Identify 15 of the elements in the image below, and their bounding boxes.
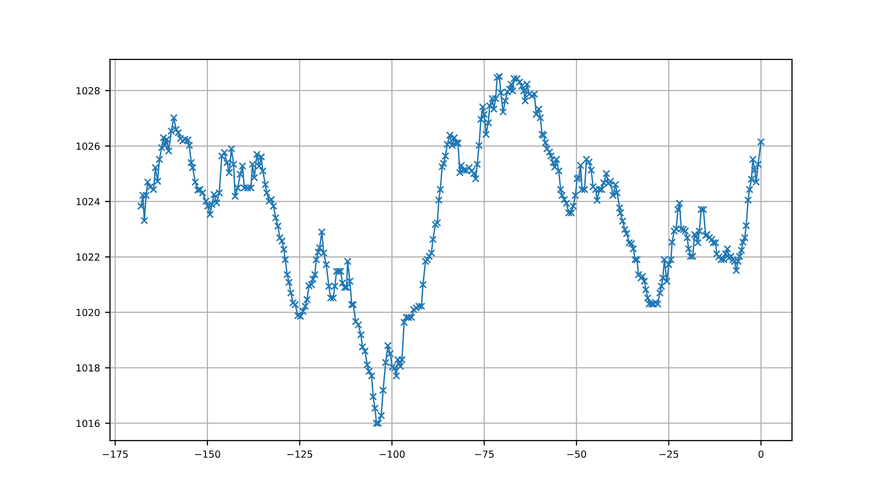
x-tick-label: −175	[102, 450, 128, 458]
y-tick-label: 1026	[76, 142, 100, 150]
x-tick-label: −75	[474, 450, 494, 458]
x-tick-label: −125	[287, 450, 312, 458]
y-tick-label: 1016	[76, 420, 100, 428]
x-tick-label: −100	[380, 450, 405, 458]
y-tick-label: 1020	[76, 308, 100, 316]
x-tick-label: −150	[195, 450, 220, 458]
x-tick-label: −50	[567, 450, 586, 458]
y-tick-label: 1022	[76, 253, 100, 261]
x-tick-label: 0	[758, 450, 764, 458]
y-tick-label: 1028	[76, 87, 100, 94]
y-tick-label: 1024	[76, 198, 100, 206]
x-tick-label: −25	[660, 450, 678, 458]
y-tick-label: 1018	[76, 364, 100, 372]
